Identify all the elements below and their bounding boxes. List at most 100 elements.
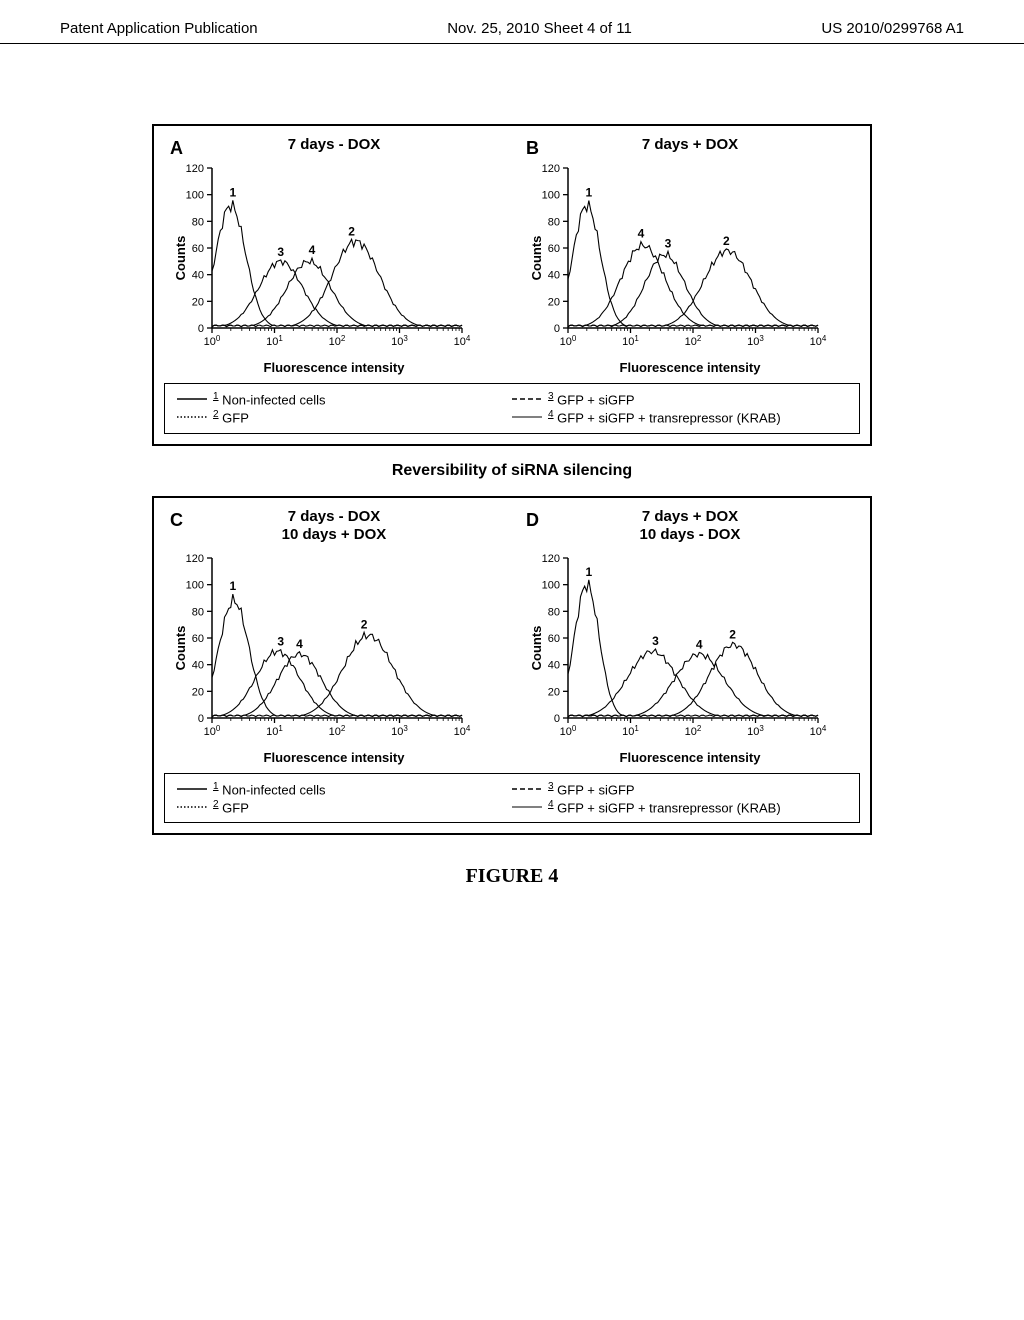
svg-text:60: 60 <box>192 633 204 645</box>
legend-item-4: 4 GFP + siGFP + transrepressor (KRAB) <box>512 798 847 816</box>
panel-letter: B <box>526 138 539 159</box>
svg-text:100: 100 <box>204 723 221 738</box>
y-axis-label: Counts <box>529 236 544 281</box>
svg-text:4: 4 <box>638 227 645 241</box>
svg-text:102: 102 <box>329 723 346 738</box>
chart-D: 0 20 40 60 80 100 120 100 101 102 103 104 1 3 4 2 <box>520 548 830 748</box>
svg-text:3: 3 <box>652 634 659 648</box>
chart-B: 0 20 40 60 80 100 120 100 101 102 103 104 1 4 3 2 <box>520 158 830 358</box>
svg-text:100: 100 <box>204 334 221 349</box>
svg-text:100: 100 <box>542 579 560 591</box>
svg-text:60: 60 <box>548 633 560 645</box>
between-title: Reversibility of siRNA silencing <box>152 462 872 480</box>
svg-text:20: 20 <box>548 686 560 698</box>
svg-text:102: 102 <box>685 723 702 738</box>
svg-text:103: 103 <box>747 334 764 349</box>
svg-text:101: 101 <box>622 334 639 349</box>
svg-text:2: 2 <box>361 617 368 631</box>
svg-text:0: 0 <box>198 713 204 725</box>
legend-item-3: 3 GFP + siGFP <box>512 390 847 408</box>
y-axis-label: Counts <box>173 625 188 670</box>
y-axis-label: Counts <box>529 625 544 670</box>
svg-text:0: 0 <box>198 323 204 335</box>
svg-text:4: 4 <box>296 636 303 650</box>
chart-A: 0204060801001201001011021031041342 <box>164 158 474 358</box>
svg-text:40: 40 <box>548 270 560 282</box>
svg-text:1: 1 <box>229 579 236 593</box>
svg-text:100: 100 <box>186 190 204 202</box>
svg-text:101: 101 <box>266 334 283 349</box>
svg-text:104: 104 <box>810 723 827 738</box>
svg-text:20: 20 <box>192 296 204 308</box>
svg-text:0: 0 <box>554 713 560 725</box>
legend-item-4: 4 GFP + siGFP + transrepressor (KRAB) <box>512 408 847 426</box>
panel-D: D 7 days + DOX10 days - DOX Counts 02040… <box>520 506 860 765</box>
svg-text:4: 4 <box>696 637 703 651</box>
svg-text:80: 80 <box>192 606 204 618</box>
panel-A: A 7 days - DOX Counts 020406080100120100… <box>164 134 504 375</box>
svg-text:103: 103 <box>747 723 764 738</box>
svg-text:120: 120 <box>542 163 560 175</box>
svg-text:100: 100 <box>542 190 560 202</box>
svg-text:40: 40 <box>192 659 204 671</box>
svg-text:103: 103 <box>391 723 408 738</box>
svg-text:80: 80 <box>548 606 560 618</box>
svg-text:100: 100 <box>186 579 204 591</box>
legend-bottom: 1 Non-infected cells 2 GFP 3 GFP + siGFP… <box>164 773 860 824</box>
svg-text:104: 104 <box>454 723 471 738</box>
legend-item-1: 1 Non-infected cells <box>177 390 512 408</box>
svg-text:104: 104 <box>454 334 471 349</box>
svg-text:4: 4 <box>309 243 316 257</box>
svg-text:101: 101 <box>622 723 639 738</box>
svg-text:102: 102 <box>329 334 346 349</box>
panel-box-bottom: C 7 days - DOX10 days + DOX Counts 02040… <box>152 496 872 836</box>
panel-title: 7 days - DOX <box>164 136 504 154</box>
svg-text:102: 102 <box>685 334 702 349</box>
panel-B: B 7 days + DOX Counts 0 20 40 60 80 100 120 100… <box>520 134 860 375</box>
svg-text:20: 20 <box>548 296 560 308</box>
svg-text:120: 120 <box>542 553 560 565</box>
svg-text:80: 80 <box>548 216 560 228</box>
panel-box-top: A 7 days - DOX Counts 020406080100120100… <box>152 124 872 446</box>
svg-text:2: 2 <box>723 234 730 248</box>
legend-item-2: 2 GFP <box>177 408 512 426</box>
svg-text:100: 100 <box>560 334 577 349</box>
panel-title: 7 days + DOX10 days - DOX <box>520 508 860 544</box>
legend-item-3: 3 GFP + siGFP <box>512 780 847 798</box>
legend-item-2: 2 GFP <box>177 798 512 816</box>
svg-text:3: 3 <box>665 236 672 250</box>
x-axis-label: Fluorescence intensity <box>164 750 504 765</box>
svg-text:120: 120 <box>186 163 204 175</box>
x-axis-label: Fluorescence intensity <box>520 360 860 375</box>
panel-title: 7 days + DOX <box>520 136 860 154</box>
panel-letter: A <box>170 138 183 159</box>
header-left: Patent Application Publication <box>60 20 258 37</box>
svg-text:104: 104 <box>810 334 827 349</box>
y-axis-label: Counts <box>173 236 188 281</box>
svg-text:60: 60 <box>548 243 560 255</box>
svg-text:0: 0 <box>554 323 560 335</box>
svg-text:100: 100 <box>560 723 577 738</box>
chart-C: 0204060801001201001011021031041342 <box>164 548 474 748</box>
legend-item-1: 1 Non-infected cells <box>177 780 512 798</box>
panel-letter: C <box>170 510 183 531</box>
svg-text:1: 1 <box>585 186 592 200</box>
x-axis-label: Fluorescence intensity <box>164 360 504 375</box>
svg-text:1: 1 <box>585 564 592 578</box>
panel-title: 7 days - DOX10 days + DOX <box>164 508 504 544</box>
figure-container: A 7 days - DOX Counts 020406080100120100… <box>152 124 872 888</box>
svg-text:1: 1 <box>229 185 236 199</box>
svg-text:40: 40 <box>548 659 560 671</box>
legend-top: 1 Non-infected cells 2 GFP 3 GFP + siGFP… <box>164 383 860 434</box>
svg-text:3: 3 <box>277 634 284 648</box>
x-axis-label: Fluorescence intensity <box>520 750 860 765</box>
panel-C: C 7 days - DOX10 days + DOX Counts 02040… <box>164 506 504 765</box>
header-right: US 2010/0299768 A1 <box>821 20 964 37</box>
svg-text:40: 40 <box>192 270 204 282</box>
svg-text:2: 2 <box>729 627 736 641</box>
svg-text:2: 2 <box>348 224 355 238</box>
svg-text:60: 60 <box>192 243 204 255</box>
svg-text:3: 3 <box>277 245 284 259</box>
svg-text:120: 120 <box>186 553 204 565</box>
header-center: Nov. 25, 2010 Sheet 4 of 11 <box>447 20 632 37</box>
